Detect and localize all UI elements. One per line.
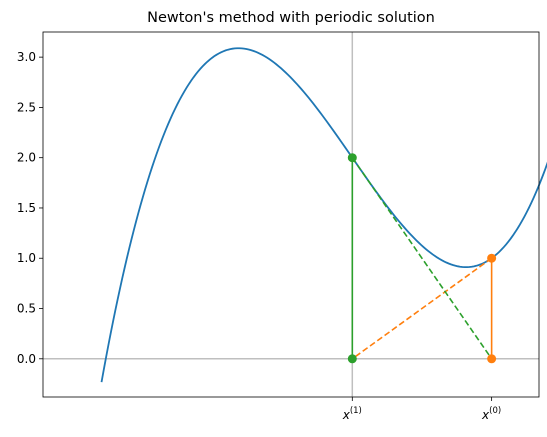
x-tick-label: x(0) <box>481 406 501 422</box>
iteration-point <box>487 253 497 263</box>
function-curve <box>100 47 547 383</box>
y-tick-label: 0.5 <box>17 302 36 316</box>
y-tick-label: 1.5 <box>17 201 36 215</box>
axes-frame <box>42 31 540 398</box>
y-tick-label: 3.0 <box>17 50 36 64</box>
x-axis-ticks: x(1) x(0) <box>342 397 501 422</box>
y-tick-label: 1.0 <box>17 251 36 265</box>
iteration-point <box>487 354 497 364</box>
iteration-point <box>347 354 357 364</box>
x-tick-label: x(1) <box>342 406 362 422</box>
iteration-dashed-segment <box>351 157 493 360</box>
iteration-point <box>347 153 357 163</box>
y-axis-ticks: 0.0 0.5 1.0 1.5 2.0 2.5 3.0 <box>17 50 43 366</box>
y-tick-label: 2.5 <box>17 100 36 114</box>
plot-area <box>43 32 547 397</box>
y-tick-label: 0.0 <box>17 352 36 366</box>
chart-title: Newton's method with periodic solution <box>147 10 435 26</box>
iteration-dashed-segment <box>351 257 493 360</box>
y-tick-label: 2.0 <box>17 151 36 165</box>
